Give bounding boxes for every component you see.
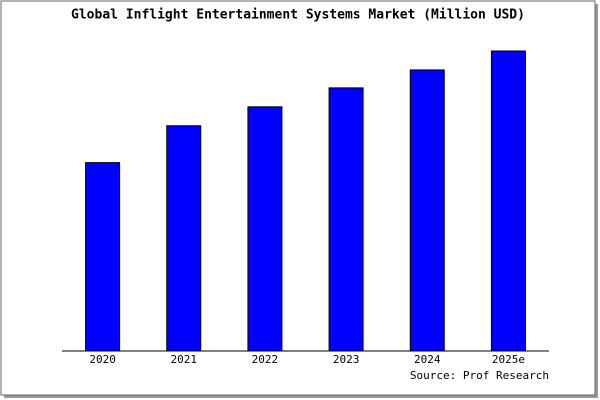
bar bbox=[85, 162, 121, 352]
x-tick-label: 2022 bbox=[252, 353, 279, 366]
x-tick-label: 2025e bbox=[492, 353, 525, 366]
x-tick-label: 2024 bbox=[414, 353, 441, 366]
bar bbox=[328, 87, 364, 352]
bar bbox=[247, 106, 283, 352]
source: Source: Prof Research bbox=[410, 369, 549, 382]
bar bbox=[409, 69, 445, 352]
chart-title: Global Inflight Entertainment Systems Ma… bbox=[71, 8, 525, 23]
x-tick-label: 2021 bbox=[171, 353, 198, 366]
bar bbox=[166, 125, 202, 352]
bar bbox=[490, 50, 526, 352]
x-tick-label: 2023 bbox=[333, 353, 360, 366]
x-tick-label: 2020 bbox=[89, 353, 116, 366]
plot-area bbox=[62, 40, 549, 351]
